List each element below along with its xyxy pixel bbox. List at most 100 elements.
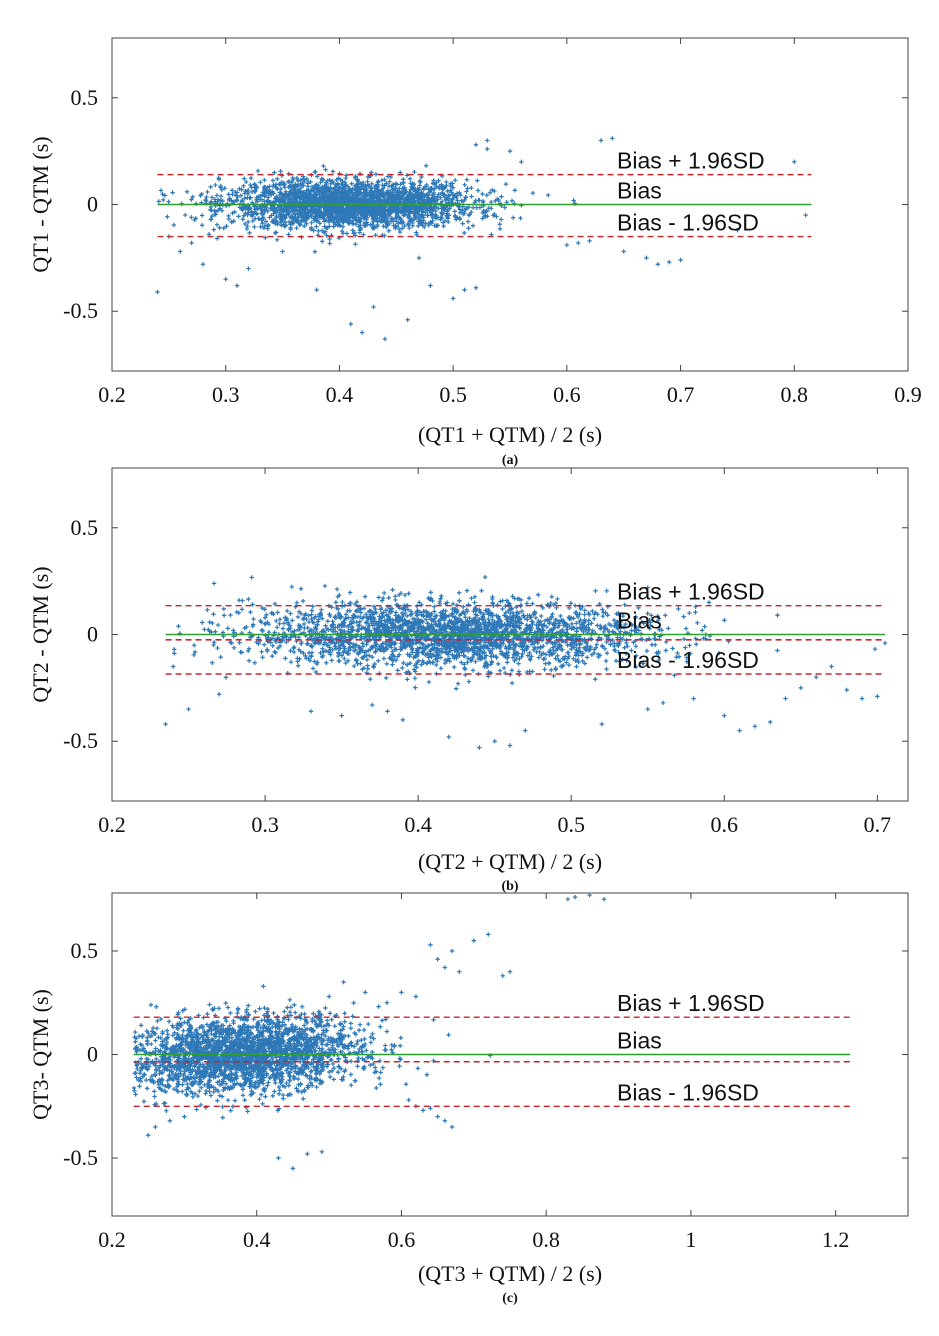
scatter-point bbox=[587, 238, 592, 243]
scatter-point bbox=[600, 614, 606, 619]
scatter-point bbox=[546, 660, 552, 666]
scatter-point bbox=[407, 225, 412, 231]
scatter-point bbox=[434, 662, 439, 668]
scatter-point bbox=[604, 588, 609, 594]
scatter-point bbox=[582, 661, 588, 666]
scatter-point bbox=[407, 176, 413, 181]
scatter-point bbox=[290, 618, 295, 623]
panel-label: (b) bbox=[501, 879, 518, 894]
scatter-point bbox=[223, 277, 228, 282]
scatter-point bbox=[347, 590, 353, 595]
scatter-point bbox=[327, 241, 332, 246]
scatter-point bbox=[460, 221, 465, 226]
scatter-point bbox=[464, 189, 469, 194]
y-tick-label: 0 bbox=[87, 192, 98, 217]
scatter-point bbox=[305, 184, 311, 189]
scatter-point bbox=[183, 212, 188, 218]
scatter-point bbox=[404, 173, 410, 178]
scatter-point bbox=[558, 613, 563, 619]
scatter-point bbox=[243, 188, 248, 194]
scatter-point bbox=[388, 174, 394, 180]
scatter-point bbox=[412, 676, 418, 681]
scatter-point bbox=[722, 618, 727, 623]
scatter-point bbox=[499, 194, 504, 199]
scatter-point bbox=[536, 655, 541, 660]
annotation-lower: Bias - 1.96SD bbox=[617, 210, 759, 236]
scatter-point bbox=[473, 285, 479, 290]
scatter-point bbox=[278, 169, 283, 174]
scatter-point bbox=[250, 218, 256, 224]
scatter-point bbox=[155, 289, 160, 295]
scatter-point bbox=[312, 659, 317, 664]
scatter-point bbox=[209, 213, 215, 219]
scatter-point bbox=[466, 204, 472, 210]
scatter-point bbox=[277, 617, 283, 622]
scatter-point bbox=[324, 660, 329, 665]
scatter-point bbox=[485, 146, 490, 152]
scatter-point bbox=[441, 608, 446, 613]
scatter-point bbox=[423, 163, 429, 168]
scatter-point bbox=[249, 189, 255, 195]
scatter-point bbox=[204, 194, 209, 200]
scatter-point bbox=[273, 182, 279, 187]
scatter-point bbox=[571, 616, 576, 621]
scatter-point bbox=[215, 622, 221, 628]
scatter-point bbox=[473, 659, 478, 664]
scatter-point bbox=[451, 664, 457, 670]
scatter-point bbox=[533, 615, 539, 621]
scatter-point bbox=[275, 176, 280, 182]
scatter-point bbox=[329, 658, 334, 663]
scatter-point bbox=[430, 660, 436, 665]
scatter-point bbox=[202, 627, 207, 632]
scatter-point bbox=[314, 287, 319, 293]
scatter-point bbox=[469, 185, 474, 191]
scatter-point bbox=[234, 283, 240, 288]
scatter-point bbox=[230, 210, 235, 216]
scatter-point bbox=[310, 604, 315, 609]
scatter-point bbox=[470, 668, 476, 673]
scatter-point bbox=[621, 249, 626, 254]
y-axis-label: QT1 - QTM (s) bbox=[28, 136, 53, 272]
scatter-point bbox=[330, 169, 336, 174]
scatter-point bbox=[872, 646, 878, 652]
scatter-point bbox=[229, 188, 235, 193]
scatter-point bbox=[280, 626, 286, 631]
scatter-point bbox=[582, 608, 588, 613]
scatter-point bbox=[496, 197, 501, 203]
scatter-point bbox=[223, 675, 229, 680]
scatter-point bbox=[302, 223, 307, 229]
scatter-point bbox=[551, 673, 556, 679]
scatter-point bbox=[240, 197, 245, 203]
scatter-point bbox=[512, 201, 517, 206]
scatter-point bbox=[539, 613, 544, 619]
scatter-point bbox=[241, 213, 247, 218]
scatter-point bbox=[568, 601, 574, 606]
scatter-point bbox=[294, 600, 300, 605]
scatter-point bbox=[530, 190, 535, 196]
scatter-point bbox=[231, 628, 236, 633]
scatter-point bbox=[464, 588, 470, 593]
x-axis-label: (QT2 + QTM) / 2 (s) bbox=[418, 849, 602, 874]
scatter-point bbox=[450, 185, 456, 190]
scatter-point bbox=[465, 219, 471, 224]
scatter-point bbox=[510, 215, 516, 220]
scatter-point bbox=[486, 674, 491, 679]
scatter-point bbox=[156, 199, 161, 204]
scatter-point bbox=[247, 230, 252, 236]
scatter-point bbox=[199, 223, 205, 228]
scatter-point bbox=[211, 612, 216, 617]
scatter-point bbox=[343, 660, 348, 666]
scatter-point bbox=[170, 190, 175, 195]
scatter-point bbox=[348, 321, 353, 327]
scatter-point bbox=[497, 222, 502, 227]
scatter-point bbox=[526, 596, 532, 601]
scatter-point bbox=[383, 675, 389, 681]
scatter-point bbox=[213, 182, 218, 188]
scatter-point bbox=[373, 232, 378, 238]
scatter-point bbox=[239, 607, 245, 612]
scatter-point bbox=[199, 213, 205, 218]
scatter-point bbox=[341, 220, 346, 225]
scatter-point bbox=[295, 212, 300, 217]
scatter-point bbox=[473, 142, 479, 147]
